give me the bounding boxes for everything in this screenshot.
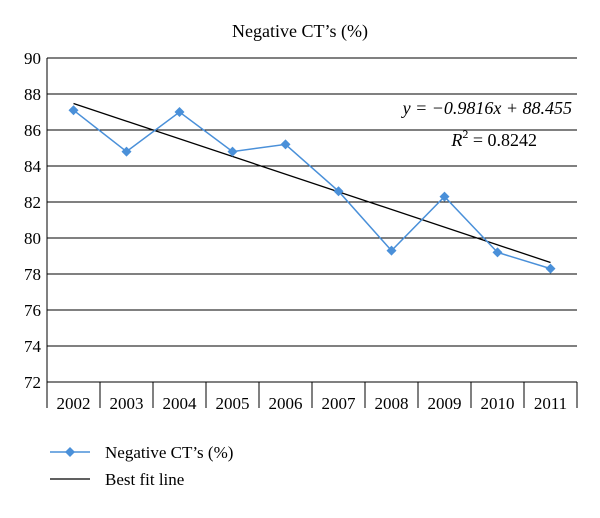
x-tick-label-2009: 2009 [428, 394, 462, 413]
legend-trendline-label: Best fit line [105, 470, 184, 489]
regression-equation: y = −0.9816x + 88.455 [401, 98, 572, 118]
y-tick-label-76: 76 [24, 301, 41, 320]
x-tick-label-2008: 2008 [375, 394, 409, 413]
y-tick-label-74: 74 [24, 337, 42, 356]
r-squared-exponent: 2 [462, 127, 468, 141]
y-tick-label-80: 80 [24, 229, 41, 248]
y-tick-label-88: 88 [24, 85, 41, 104]
data-point-2002 [68, 105, 79, 116]
data-point-2009 [439, 191, 450, 202]
best-fit-line [73, 102, 551, 264]
legend-item-trendline: Best fit line [50, 470, 184, 489]
r-squared-symbol: R [450, 130, 462, 150]
x-tick-labels: 2002 2003 2004 2005 2006 2007 2008 2009 2010 2011 [57, 394, 568, 413]
legend-item-series: Negative CT’s (%) [50, 443, 233, 462]
series-line [73, 109, 551, 270]
legend-series-marker-swatch [65, 447, 75, 457]
x-tick-label-2006: 2006 [269, 394, 303, 413]
axes [46, 58, 578, 408]
y-tick-label-82: 82 [24, 193, 41, 212]
data-point-2006 [280, 139, 291, 150]
y-tick-labels: 72 74 76 78 80 82 84 86 88 90 [24, 49, 42, 392]
data-point-2004 [174, 107, 185, 117]
data-point-2007 [333, 186, 344, 197]
data-point-2011 [545, 263, 556, 274]
gridlines [47, 57, 577, 347]
y-tick-label-72: 72 [24, 373, 41, 392]
legend: Negative CT’s (%) Best fit line [50, 443, 233, 489]
y-tick-label-78: 78 [24, 265, 41, 284]
r-squared-value: = 0.8242 [468, 130, 537, 150]
data-point-2008 [386, 245, 397, 256]
data-point-2010 [492, 247, 503, 258]
y-tick-label-86: 86 [24, 121, 41, 140]
data-points [68, 105, 556, 274]
y-tick-label-90: 90 [24, 49, 41, 68]
x-tick-label-2003: 2003 [110, 394, 144, 413]
chart-title: Negative CT’s (%) [232, 21, 368, 42]
r-squared-annotation: R2 = 0.8242 [450, 127, 537, 150]
x-tick-label-2004: 2004 [163, 394, 198, 413]
x-tick-label-2005: 2005 [216, 394, 250, 413]
data-point-2005 [227, 146, 238, 157]
y-tick-label-84: 84 [24, 157, 42, 176]
x-tick-label-2007: 2007 [322, 394, 357, 413]
trendline [73, 102, 551, 264]
data-point-2003 [121, 146, 132, 157]
x-tick-label-2010: 2010 [481, 394, 515, 413]
legend-series-label: Negative CT’s (%) [105, 443, 233, 462]
x-tick-label-2002: 2002 [57, 394, 91, 413]
series-line-negative-ct [73, 109, 551, 270]
x-tick-label-2011: 2011 [534, 394, 567, 413]
